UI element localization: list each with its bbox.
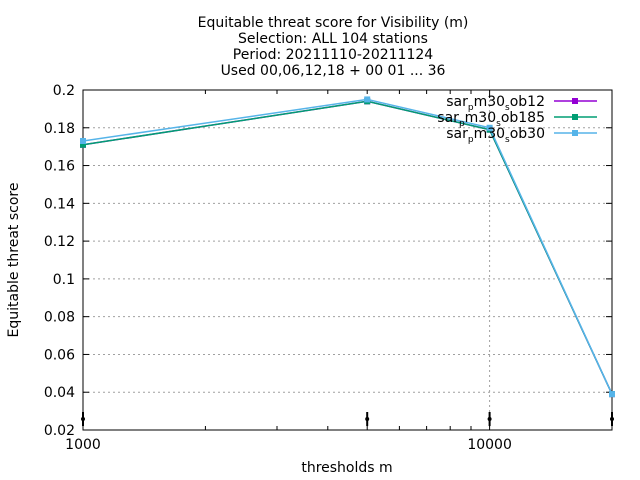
legend-label-part: m30 [474,94,505,110]
x-axis: 1000 10000 [65,90,512,453]
y-tick-label: 0.12 [44,234,75,250]
title-line: Selection: ALL 104 stations [238,31,428,47]
x-axis-label: thresholds m [301,460,392,476]
data-point [80,138,86,144]
y-tick-label: 0.2 [53,83,75,99]
sample-markers [81,412,614,426]
legend-label-part: p [459,119,465,129]
title-line: Used 00,06,12,18 + 00 01 ... 36 [221,63,446,79]
legend-label: sarpm30sob12 [446,94,545,113]
y-axis: 0.02 0.04 0.06 0.08 0.1 0.12 0.14 0.16 0.18 0.2 [44,83,612,439]
legend-label-part: m30 [474,126,505,142]
data-point [486,124,493,131]
x-tick-label: 10000 [467,437,512,453]
legend-label-part: ob30 [510,126,545,142]
legend-label-part: s [505,135,510,145]
data-point [364,96,371,103]
title-line: Equitable threat score for Visibility (m… [198,15,469,31]
legend-label-part: ob185 [501,110,545,126]
sample-marker-dot [365,417,370,421]
legend-label-part: s [496,119,501,129]
y-tick-label: 0.04 [44,385,75,401]
y-tick-label: 0.18 [44,121,75,137]
x-tick-label: 1000 [65,437,101,453]
series [80,96,615,398]
title-line: Period: 20211110-20211124 [233,47,433,63]
legend-label-part: p [468,103,474,113]
legend-label-part: s [505,103,510,113]
legend-marker [572,130,578,136]
legend-marker [572,98,578,104]
y-axis-label: Equitable threat score [6,183,22,338]
data-point [80,141,86,148]
series-line [82,100,613,395]
sample-marker-dot [487,417,492,421]
y-tick-label: 0.02 [44,423,75,439]
legend-marker [572,114,578,120]
y-tick-label: 0.1 [53,272,75,288]
legend-label-part: ob12 [510,94,545,110]
legend-label-part: sar [446,94,468,110]
legend-label: sarpm30sob185 [437,110,545,129]
sample-marker-dot [81,417,85,421]
y-tick-label: 0.08 [44,310,75,326]
y-tick-label: 0.16 [44,159,75,175]
chart-title: Equitable threat score for Visibility (m… [198,15,469,79]
legend-label: sarpm30sob30 [446,126,545,145]
y-tick-label: 0.14 [44,196,75,212]
series-line [82,100,613,395]
legend-label-part: m30 [465,110,496,126]
legend-label-part: p [468,135,474,145]
plot-frame [82,89,613,431]
legend-label-part: sar [446,126,468,142]
sample-marker-dot [610,417,614,421]
series-line [82,98,613,395]
y-tick-label: 0.06 [44,347,75,363]
data-point [609,391,615,398]
legend-label-part: sar [437,110,459,126]
